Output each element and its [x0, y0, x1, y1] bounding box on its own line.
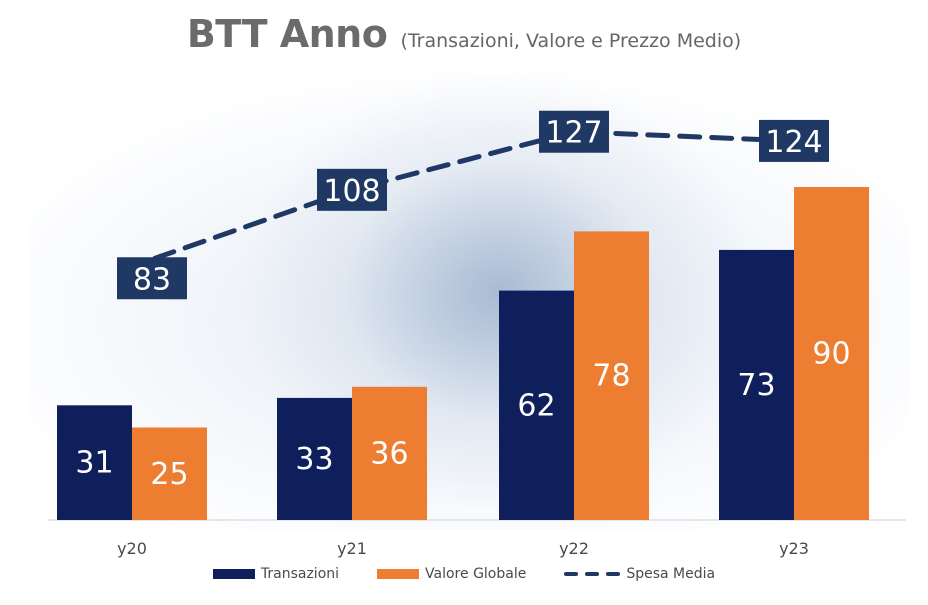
data-label-box-spesa-media-y21 — [317, 168, 387, 211]
data-label-box-spesa-media-y23 — [759, 119, 829, 162]
data-label-valore-globale-y20: 25 — [150, 457, 188, 492]
legend-label-spesa-media: Spesa Media — [626, 566, 716, 582]
x-tick-label-y21: y21 — [337, 539, 367, 558]
bar-valore-globale-y21 — [352, 386, 427, 520]
chart-subtitle: (Transazioni, Valore e Prezzo Medio) — [400, 30, 742, 52]
data-label-valore-globale-y22: 78 — [592, 359, 630, 394]
line-spesa-media — [124, 129, 797, 275]
bar-transazioni-y22 — [499, 290, 574, 520]
chart-title: BTT Anno — [186, 12, 388, 56]
chart-title-block: BTT Anno (Transazioni, Valore e Prezzo M… — [0, 12, 928, 56]
data-label-box-spesa-media-y22 — [539, 110, 609, 153]
chart-legend: Transazioni Valore Globale Spesa Media — [0, 566, 928, 582]
data-label-spesa-media-y20: 83 — [133, 262, 171, 297]
x-tick-label-y23: y23 — [779, 539, 809, 558]
data-label-spesa-media-y23: 124 — [765, 125, 822, 160]
data-label-transazioni-y20: 31 — [75, 446, 113, 481]
bar-valore-globale-y22 — [574, 231, 649, 520]
data-label-valore-globale-y23: 90 — [812, 337, 850, 372]
bar-transazioni-y20 — [57, 405, 132, 520]
legend-swatch-transazioni — [212, 569, 255, 579]
data-label-valore-globale-y21: 36 — [370, 436, 408, 471]
legend-item-spesa-media: Spesa Media — [564, 566, 715, 582]
bar-valore-globale-y20 — [132, 427, 207, 520]
legend-swatch-spesa-media — [564, 569, 621, 579]
data-label-transazioni-y22: 62 — [517, 388, 555, 423]
legend-item-transazioni: Transazioni — [212, 566, 340, 582]
bar-transazioni-y21 — [277, 397, 352, 520]
legend-item-valore-globale: Valore Globale — [377, 566, 526, 582]
legend-swatch-valore-globale — [377, 569, 420, 579]
data-label-box-spesa-media-y20 — [117, 257, 187, 300]
legend-label-transazioni: Transazioni — [260, 566, 340, 582]
x-tick-label-y22: y22 — [559, 539, 589, 558]
x-tick-label-y20: y20 — [117, 539, 147, 558]
legend-label-valore-globale: Valore Globale — [425, 566, 527, 582]
bar-valore-globale-y23 — [794, 187, 869, 520]
data-label-spesa-media-y22: 127 — [545, 116, 602, 151]
data-label-spesa-media-y21: 108 — [323, 174, 380, 209]
data-label-transazioni-y21: 33 — [295, 442, 333, 477]
data-label-transazioni-y23: 73 — [737, 368, 775, 403]
bar-transazioni-y23 — [719, 249, 794, 520]
